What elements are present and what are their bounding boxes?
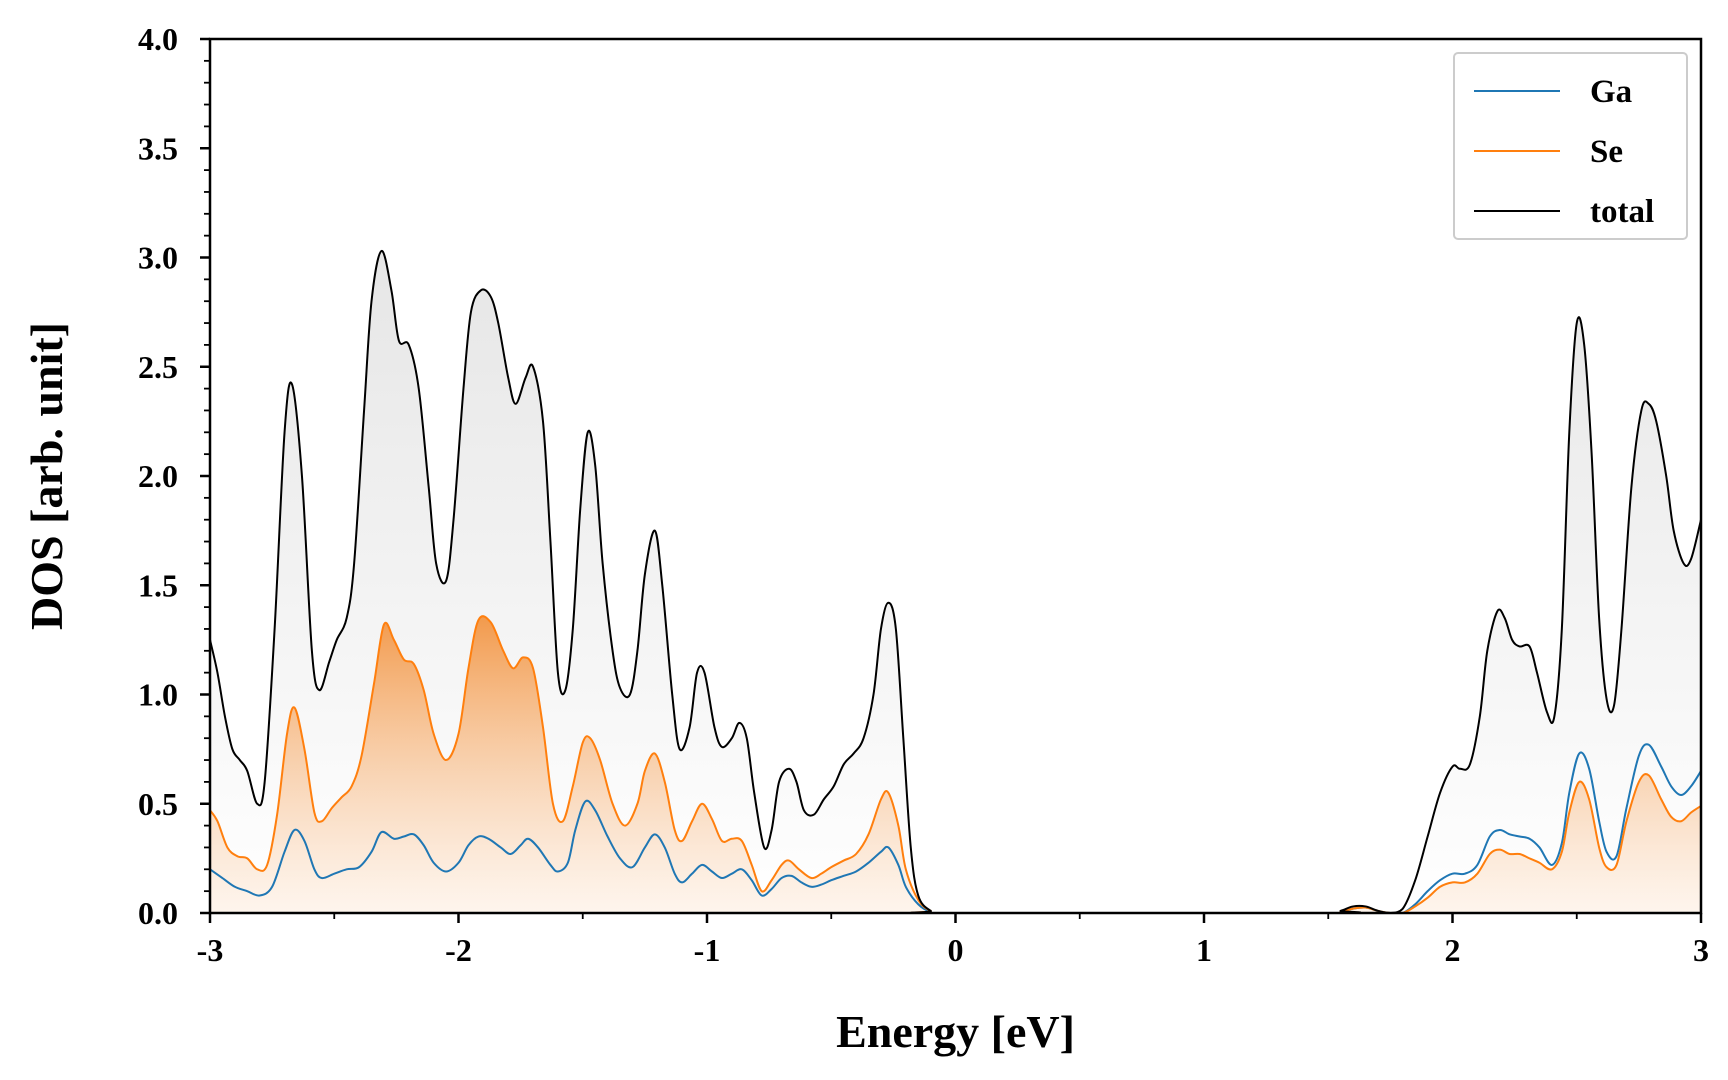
y-tick-label: 1.5 [138, 567, 178, 603]
y-axis-title: DOS [arb. unit] [21, 322, 72, 630]
area-fills [210, 250, 1701, 914]
legend: Ga Se total [1453, 52, 1688, 240]
x-tick-label: 3 [1693, 932, 1709, 968]
y-tick-label: 4.0 [138, 21, 178, 57]
y-tick-label: 0.0 [138, 895, 178, 931]
x-axis-title: Energy [eV] [836, 1006, 1075, 1057]
x-tick-label: -3 [197, 932, 224, 968]
series-line-total [209, 249, 1702, 915]
legend-box [1453, 52, 1688, 240]
x-tick-label: 1 [1196, 932, 1212, 968]
legend-label-ga: Ga [1590, 74, 1632, 110]
y-tick-label: 0.5 [138, 786, 178, 822]
axis-ticks: -3 -2 -1 0 1 2 3 0.0 0.5 1.0 1.5 2.0 2.5 3.0 3.5 4.0 [138, 21, 1709, 968]
y-tick-label: 1.0 [138, 677, 178, 713]
series-lines [209, 249, 1702, 915]
x-tick-label: 2 [1445, 932, 1461, 968]
y-tick-label: 2.5 [138, 349, 178, 385]
series-line-ga [209, 743, 1702, 915]
y-tick-label: 3.5 [138, 130, 178, 166]
legend-label-total: total [1590, 194, 1654, 230]
x-tick-label: -2 [445, 932, 472, 968]
y-tick-label: 2.0 [138, 458, 178, 494]
fill-se [210, 616, 1701, 913]
y-tick-label: 3.0 [138, 240, 178, 276]
series-line-se [209, 615, 1702, 915]
x-tick-label: -1 [694, 932, 721, 968]
x-tick-label: 0 [948, 932, 964, 968]
legend-label-se: Se [1590, 134, 1623, 170]
